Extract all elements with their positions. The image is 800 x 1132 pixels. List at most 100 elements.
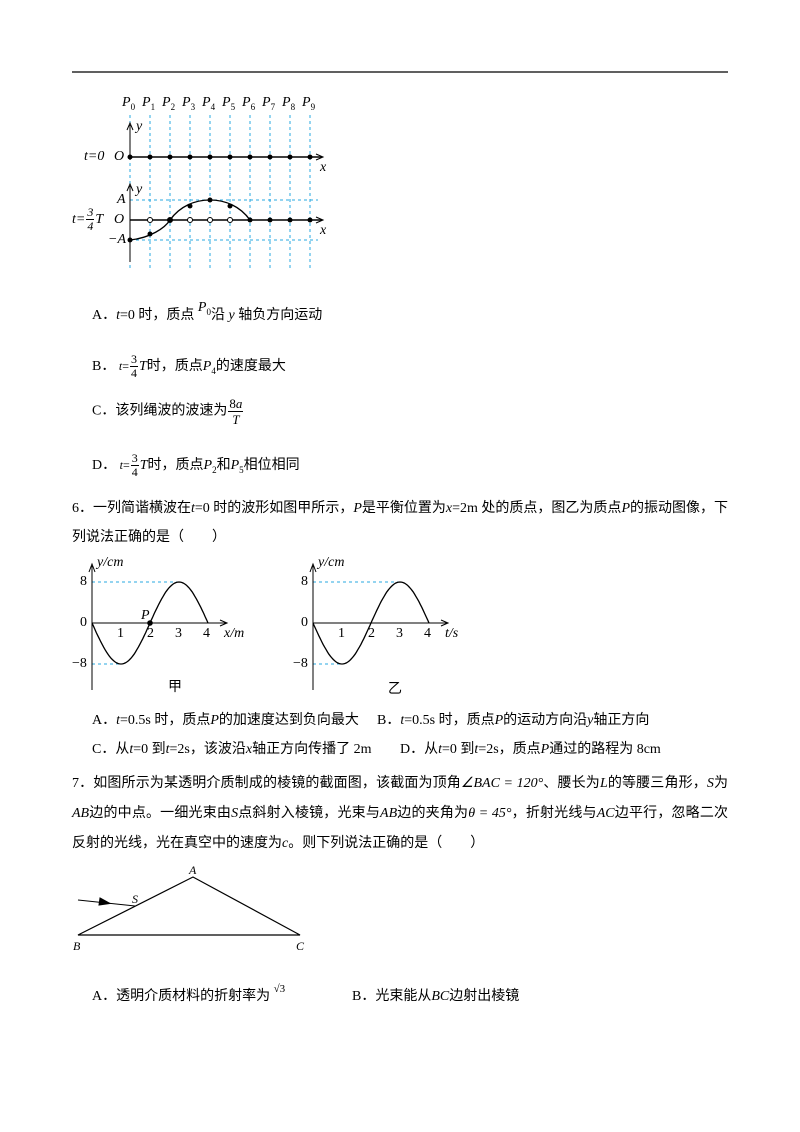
option: C．从t=0 到t=2s，该波沿x轴正方向传播了 2m <box>92 740 371 760</box>
text: P <box>122 95 131 110</box>
text: AC <box>596 806 615 821</box>
tick-label: 0 <box>80 615 87 630</box>
point-label: P7 <box>262 93 275 117</box>
text: 边的夹角为 <box>397 806 469 821</box>
text: 7 <box>270 102 276 112</box>
text: = <box>122 458 130 472</box>
point-label: P <box>141 608 150 623</box>
text: 边的中点。一细光束由 <box>89 806 232 821</box>
text: 的运动方向沿 <box>503 713 588 728</box>
text: ，折射光线与 <box>511 806 597 821</box>
option: B．t=0.5s 时，质点P的运动方向沿y轴正方向 <box>377 711 649 731</box>
text: t <box>438 742 443 757</box>
point-label: P0 <box>122 93 135 117</box>
graph-a <box>88 562 229 690</box>
text: 0 <box>130 102 136 112</box>
option: B． t= 3 4 T时，质点P4的速度最大 <box>92 352 286 385</box>
text: =0.5s 时，质点 <box>404 713 495 728</box>
text: t <box>116 713 121 728</box>
text: a <box>235 396 243 411</box>
point-label: P9 <box>302 93 315 117</box>
text: 5 <box>230 102 236 112</box>
text: ∠BAC = 120° <box>460 776 544 791</box>
text: t <box>400 713 405 728</box>
vertex-label: A <box>189 863 197 877</box>
text: P <box>222 95 231 110</box>
amp-label: A <box>117 192 126 207</box>
text: P <box>197 300 207 315</box>
option: B．光束能从BC边射出棱镜 <box>352 987 519 1007</box>
text: 和 <box>216 458 231 473</box>
tick-label: 1 <box>338 626 345 641</box>
text: B． <box>92 359 116 374</box>
text: = <box>122 359 129 373</box>
text: 边射出棱镜 <box>449 989 520 1004</box>
option: A．t=0.5s 时，质点P的加速度达到负向最大 <box>92 711 359 731</box>
text: 轴正方向 <box>593 713 650 728</box>
text: 的加速度达到负向最大 <box>218 713 359 728</box>
wave-figure <box>126 115 325 268</box>
text: t <box>474 742 479 757</box>
tick-label: 4 <box>424 626 431 641</box>
text: t <box>118 359 123 373</box>
text: t <box>129 742 134 757</box>
option: D．从t=0 到t=2s，质点P通过的路程为 8cm <box>400 740 661 760</box>
text: P <box>210 713 219 728</box>
tick-label: 3 <box>175 626 182 641</box>
option: D． t= 3 4 T时，质点P2和P5相位相同 <box>92 451 300 484</box>
prism <box>77 876 301 936</box>
text: x <box>245 742 253 757</box>
text: C．该列绳波的波速为 <box>92 403 228 419</box>
text: 时，质点 <box>147 458 204 473</box>
text: D．从 <box>400 742 439 757</box>
text: 轴正方向传播了 2m <box>252 742 372 757</box>
tick-label: 8 <box>301 574 308 589</box>
text: B． <box>377 713 401 728</box>
text: P <box>162 95 171 110</box>
text: 4 <box>210 102 216 112</box>
point-label: P4 <box>202 93 215 117</box>
option: A．透明介质材料的折射率为 √3 <box>92 983 285 1007</box>
text: A． <box>92 713 117 728</box>
option: C．该列绳波的波速为 8a T <box>92 396 244 427</box>
text: 3 <box>190 102 196 112</box>
tick-label: −8 <box>72 656 87 671</box>
text: S <box>706 776 714 791</box>
text: 7．如图所示为某透明介质制成的棱镜的截面图，该截面为顶角 <box>72 776 461 791</box>
text: AB <box>380 806 398 821</box>
text: c <box>282 836 289 851</box>
text: 4 <box>130 366 137 381</box>
row-label: t= 3 4 T <box>72 206 103 234</box>
origin-label: O <box>114 212 125 227</box>
row-label: t=0 <box>84 149 105 164</box>
text: S <box>231 806 239 821</box>
text: 是平衡位置为 <box>361 501 446 516</box>
text: 1 <box>150 102 156 112</box>
text: =2m 处的质点，图乙为质点 <box>452 501 622 516</box>
text: T <box>139 458 148 473</box>
text: =2s，质点 <box>478 742 541 757</box>
axis-label: y <box>136 119 143 134</box>
text: 6 <box>250 102 256 112</box>
text: D． <box>92 458 117 473</box>
axis-label: x <box>320 223 327 238</box>
text: t <box>165 742 170 757</box>
text: 沿 <box>210 308 225 323</box>
tick-label: 8 <box>80 574 87 589</box>
text: P <box>242 95 251 110</box>
text: =0 到 <box>442 742 475 757</box>
text: 的振动图像，下列说法正确的是（ ） <box>72 501 729 545</box>
text: 6．一列简谐横波在 <box>72 501 192 516</box>
point-label: P5 <box>222 93 235 117</box>
tick-label: −8 <box>293 656 308 671</box>
text: =0 到 <box>133 742 166 757</box>
question-stem: 6．一列简谐横波在t=0 时的波形如图甲所示，P是平衡位置为x=2m 处的质点，… <box>72 494 728 552</box>
text: P <box>262 95 271 110</box>
text: P <box>202 359 212 374</box>
text: P <box>621 501 630 516</box>
tick-label: 2 <box>368 626 375 641</box>
point-label: P3 <box>182 93 195 117</box>
point-label: P2 <box>162 93 175 117</box>
caption: 乙 <box>388 682 402 697</box>
text: L <box>599 776 608 791</box>
